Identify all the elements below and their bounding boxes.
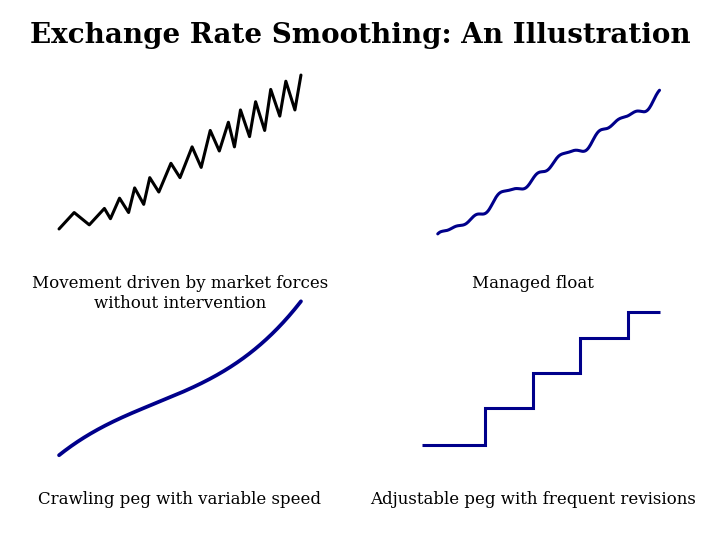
Text: Managed float: Managed float bbox=[472, 275, 594, 292]
Text: Exchange Rate Smoothing: An Illustration: Exchange Rate Smoothing: An Illustration bbox=[30, 22, 690, 49]
Text: Adjustable peg with frequent revisions: Adjustable peg with frequent revisions bbox=[370, 491, 696, 508]
Text: Movement driven by market forces
without intervention: Movement driven by market forces without… bbox=[32, 275, 328, 312]
Text: Crawling peg with variable speed: Crawling peg with variable speed bbox=[38, 491, 322, 508]
